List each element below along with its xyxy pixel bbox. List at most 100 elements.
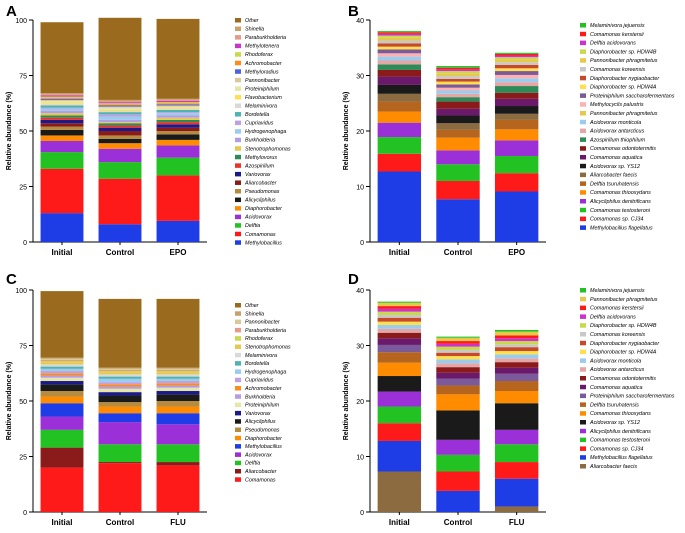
bar-segment-pannonibacter [40,99,84,102]
bar-segment-acidovorax-antarcticus [436,363,480,368]
legend-label: Diaphorobacter nygiaobacter [590,341,659,347]
bar-segment-acidovorax-monticola [494,354,539,359]
bar-segment-proteiniphilum-saccharofermentans [377,49,422,54]
legend-swatch [235,60,241,66]
legend-swatch [580,402,586,407]
y-tick-label: 0 [360,510,364,517]
panel-d: D 0 10 20 30 40 Relative abundance (%) Initial C… [343,271,675,527]
bar-segment-diaphorobacter-sp-hdw4a [436,81,480,85]
bar-segment-diaphorobacter-nygiaobacter [436,78,480,82]
bar-segment-burkholderia [40,375,84,378]
bar-segment-comamonas-sp-cj34 [494,462,539,479]
bar-segment-stenotrophomonas [40,113,84,116]
bar-segment-aliarcobacter-faecis [494,506,539,512]
legend-label: Bordetella [245,112,269,118]
bar-segment-diaphorobacter-sp-hdw4b [377,35,422,38]
legend-swatch [235,303,241,308]
legend-swatch [235,189,241,194]
bar-segment-paraburkholderia [40,359,84,362]
legend-label: Bordetella [245,361,269,367]
legend-swatch [235,120,241,126]
bar-segment-paraburkholderia [156,369,200,372]
legend-label: Melaminivora [245,104,277,110]
bar-segment-rhodoferax [98,371,142,373]
bar-segment-shinella [156,367,200,369]
bar-segment-diaphorobacter [98,406,142,414]
bar-segment-hydrogenophaga [40,368,84,372]
x-tick-label: EPO [508,248,525,257]
bar-segment-methylobacillus-flagellatus [494,191,539,242]
bar-segment-pannonibacter-phragmitetus [436,73,480,77]
legend-swatch [235,327,241,333]
y-tick-label: 75 [19,74,27,81]
legend-swatch [580,349,586,355]
bar-segment-pseudomonas [98,135,142,139]
bar-segment-delftia-acidovorans [436,343,480,347]
bar-segment-pannonibacter-phragmitetus [377,302,422,307]
legend-label: Pannonibacter phragmitetus [590,58,658,64]
bar-segment-flavobacterium [40,103,84,105]
bar-segment-melaminivora-jejuensis [377,301,422,303]
bar-segment-rhodoferax [40,361,84,363]
bar-segment-melaminivora [156,374,200,377]
bar-segment-rhodoferax [156,371,200,373]
bar-segment-melaminivora [98,111,142,113]
legend-swatch [235,112,241,117]
legend-label: Cupriavidus [245,121,274,127]
bar-segment-comamonas-thiooxydans [377,111,422,123]
legend-swatch [580,84,586,90]
bar-segment-delftia-acidovorans [377,308,422,312]
bar-segment-comamonas [40,467,84,512]
bar-segment-other [40,291,84,358]
bar-segment-acidovorax-antarcticus [494,82,539,87]
legend-label: Acidovorax [244,452,272,458]
legend-swatch [235,319,241,325]
legend-swatch [235,344,241,349]
legend-swatch [580,128,586,134]
bar-segment-alicycliphilus [40,129,84,136]
bar-segment-diaphorobacter [40,396,84,404]
legend-label: Comamonas koreensis [590,67,645,73]
bar-segment-pannonibacter-phragmitetus [377,37,422,41]
bar-segment-aliarcobacter [40,447,84,468]
legend-swatch [235,369,241,374]
bar-segment-aliarcobacter [156,462,200,466]
legend-label: Alicycliphilus denitrificans [589,199,651,205]
bar-segment-comamonas [98,463,142,512]
bar-segment-achromobacter [156,103,200,105]
y-axis-label: Relative abundance (%) [343,362,350,441]
bar-segment-acidovorax-sp-ys12 [494,106,539,114]
legend-label: Acidovorax sp. YS12 [589,164,640,170]
bar-segment-diaphorobacter-sp-hdw4a [494,351,539,355]
legend-label: Comamonas koreensis [590,332,645,338]
legend-swatch [580,367,586,372]
y-tick-label: 50 [19,399,27,406]
legend-label: Methylobacillus [245,444,282,450]
panel-b: B 0 10 20 30 40 Relative abundance (%) Initial C… [343,3,675,257]
bar-segment-variovorax [156,391,200,395]
legend-label: Diaphorobacter sp. HDW4B [590,323,657,329]
bar-segment-rhodoferax [98,103,142,105]
legend-swatch [580,137,586,142]
bar-segment-acidovorax [156,145,200,158]
legend-swatch [235,435,241,441]
legend-label: Aliarcobacter faecis [589,464,637,470]
legend-swatch [235,361,241,366]
bar-segment-stenotrophomonas [40,362,84,365]
bar-segment-comamonas-aquatica [436,108,480,116]
bar-segment-achromobacter [40,373,84,376]
legend-swatch [580,172,586,178]
legend-label: Comamonas thiooxydans [590,190,651,196]
legend-label: Comamonas [245,477,276,483]
bar-segment-delftia-tsuruhatensis [494,119,539,130]
bar-segment-bordetella [156,376,200,379]
bar-segment-achromobacter [98,384,142,387]
legend-label: Pannonibacter phragmitetus [590,297,658,303]
bar-segment-diaphorobacter-sp-hdw4a [377,46,422,50]
bar-segment-burkholderia [98,119,142,123]
legend-label: Stenotrophomonas [245,345,291,351]
bar-segment-proteiniphilum-saccharofermentans [494,373,539,382]
bar-segment-methylotenera [98,102,142,104]
legend-swatch [580,67,586,72]
bar-segment-alicycliphilus [156,134,200,140]
